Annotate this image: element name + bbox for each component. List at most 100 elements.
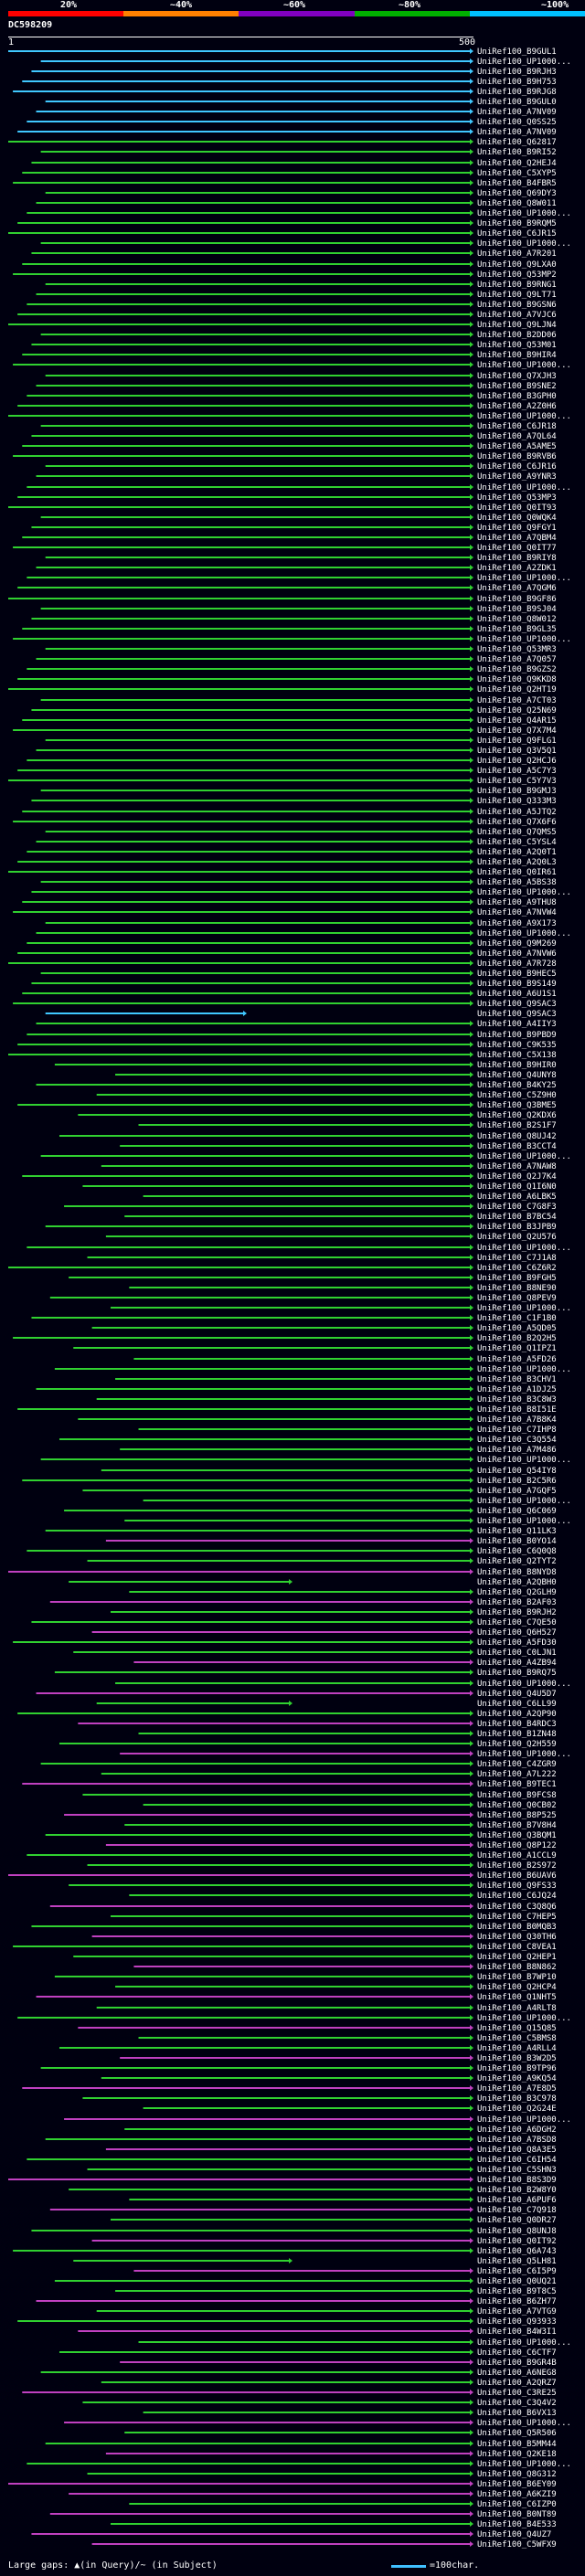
hit-label[interactable]: UniRef100_B8NYD8	[477, 1568, 557, 1577]
hit-label[interactable]: UniRef100_B8S3D9	[477, 2176, 557, 2185]
hit-label[interactable]: UniRef100_Q2HEP1	[477, 1953, 557, 1962]
hit-label[interactable]: UniRef100_A9KQ54	[477, 2074, 557, 2083]
hit-label[interactable]: UniRef100_Q7XJH3	[477, 372, 557, 381]
hit-label[interactable]: UniRef100_A2QP90	[477, 1710, 557, 1719]
hit-label[interactable]: UniRef100_A7VTG9	[477, 2307, 557, 2316]
hit-label[interactable]: UniRef100_C3Q4V2	[477, 2399, 557, 2408]
hit-label[interactable]: UniRef100_A5FD30	[477, 1638, 557, 1648]
hit-label[interactable]: UniRef100_Q2KDX6	[477, 1111, 557, 1120]
hit-label[interactable]: UniRef100_A5FD26	[477, 1355, 557, 1364]
hit-label[interactable]: UniRef100_B9GMJ3	[477, 787, 557, 796]
hit-label[interactable]: UniRef100_Q8UJ42	[477, 1132, 557, 1141]
hit-label[interactable]: UniRef100_Q0SS25	[477, 118, 557, 127]
hit-label[interactable]: UniRef100_C6I5P9	[477, 2267, 557, 2276]
hit-label[interactable]: UniRef100_A5BS38	[477, 878, 557, 887]
hit-label[interactable]: UniRef100_A7R728	[477, 959, 557, 969]
hit-label[interactable]: UniRef100_UP1000...	[477, 888, 571, 897]
hit-label[interactable]: UniRef100_A7CT03	[477, 696, 557, 705]
hit-label[interactable]: UniRef100_C8VEA1	[477, 1943, 557, 1952]
hit-label[interactable]: UniRef100_C6JR15	[477, 229, 557, 239]
hit-label[interactable]: UniRef100_C7Q918	[477, 2206, 557, 2215]
hit-label[interactable]: UniRef100_A6KZI9	[477, 2490, 557, 2499]
hit-label[interactable]: UniRef100_B2S972	[477, 1861, 557, 1871]
hit-label[interactable]: UniRef100_UP1000...	[477, 1244, 571, 1253]
hit-label[interactable]: UniRef100_UP1000...	[477, 483, 571, 493]
hit-label[interactable]: UniRef100_Q2HCP4	[477, 1983, 557, 1992]
hit-label[interactable]: UniRef100_B3GPH0	[477, 392, 557, 401]
hit-label[interactable]: UniRef100_A2Q0T1	[477, 848, 557, 857]
hit-label[interactable]: UniRef100_A7BSD8	[477, 2136, 557, 2145]
hit-label[interactable]: UniRef100_B9TP96	[477, 2064, 557, 2073]
hit-label[interactable]: UniRef100_C5X138	[477, 1051, 557, 1060]
hit-label[interactable]: UniRef100_B3CHV1	[477, 1375, 557, 1384]
hit-label[interactable]: UniRef100_Q2TYT2	[477, 1557, 557, 1566]
hit-label[interactable]: UniRef100_UP1000...	[477, 1365, 571, 1374]
hit-label[interactable]: UniRef100_B4W3I1	[477, 2327, 557, 2337]
hit-label[interactable]: UniRef100_UP1000...	[477, 635, 571, 644]
hit-label[interactable]: UniRef100_A5AME5	[477, 442, 557, 451]
hit-label[interactable]: UniRef100_A7M486	[477, 1446, 557, 1455]
hit-label[interactable]: UniRef100_C0LJN1	[477, 1648, 557, 1658]
hit-label[interactable]: UniRef100_Q0IR61	[477, 868, 557, 877]
hit-label[interactable]: UniRef100_Q25N69	[477, 706, 557, 716]
hit-label[interactable]: UniRef100_UP1000...	[477, 1750, 571, 1759]
hit-label[interactable]: UniRef100_B2DD06	[477, 331, 557, 340]
hit-label[interactable]: UniRef100_Q0IT93	[477, 504, 557, 513]
hit-label[interactable]: UniRef100_B9GF86	[477, 595, 557, 604]
hit-label[interactable]: UniRef100_Q8G312	[477, 2470, 557, 2479]
hit-label[interactable]: UniRef100_Q2HT19	[477, 685, 557, 694]
hit-label[interactable]: UniRef100_B3C8W3	[477, 1395, 557, 1405]
hit-label[interactable]: UniRef100_B7BC54	[477, 1213, 557, 1222]
hit-label[interactable]: UniRef100_UP1000...	[477, 2115, 571, 2125]
hit-label[interactable]: UniRef100_Q53MP2	[477, 270, 557, 280]
hit-label[interactable]: UniRef100_Q9SAC3	[477, 1000, 557, 1009]
hit-label[interactable]: UniRef100_Q2H559	[477, 1740, 557, 1749]
hit-label[interactable]: UniRef100_B2AF03	[477, 1598, 557, 1607]
hit-label[interactable]: UniRef100_Q0UQ21	[477, 2277, 557, 2286]
hit-label[interactable]: UniRef100_Q6A743	[477, 2247, 557, 2256]
hit-label[interactable]: UniRef100_B3CCT4	[477, 1142, 557, 1151]
hit-label[interactable]: UniRef100_B9TEC1	[477, 1780, 557, 1789]
hit-label[interactable]: UniRef100_UP1000...	[477, 209, 571, 218]
hit-label[interactable]: UniRef100_A1DJ25	[477, 1385, 557, 1394]
hit-label[interactable]: UniRef100_B1ZN48	[477, 1730, 557, 1739]
hit-label[interactable]: UniRef100_UP1000...	[477, 574, 571, 583]
hit-label[interactable]: UniRef100_B3JPB9	[477, 1223, 557, 1232]
hit-label[interactable]: UniRef100_Q9SAC3	[477, 1010, 557, 1019]
hit-label[interactable]: UniRef100_B2W8Y0	[477, 2186, 557, 2195]
hit-label[interactable]: UniRef100_C9K535	[477, 1041, 557, 1050]
hit-label[interactable]: UniRef100_B7WP10	[477, 1973, 557, 1982]
hit-label[interactable]: UniRef100_A5QD05	[477, 1324, 557, 1333]
hit-label[interactable]: UniRef100_Q2HEJ4	[477, 159, 557, 168]
hit-label[interactable]: UniRef100_Q15Q85	[477, 2024, 557, 2033]
hit-label[interactable]: UniRef100_B2C5R6	[477, 1477, 557, 1486]
hit-label[interactable]: UniRef100_C7HEP5	[477, 1913, 557, 1922]
hit-label[interactable]: UniRef100_B9SNE2	[477, 382, 557, 391]
hit-label[interactable]: UniRef100_C5Y7V3	[477, 777, 557, 786]
hit-label[interactable]: UniRef100_Q2GLH9	[477, 1588, 557, 1597]
hit-label[interactable]: UniRef100_B9S149	[477, 980, 557, 989]
hit-label[interactable]: UniRef100_C5Z9H0	[477, 1091, 557, 1100]
hit-label[interactable]: UniRef100_C7QE50	[477, 1618, 557, 1627]
hit-label[interactable]: UniRef100_C1F1B0	[477, 1314, 557, 1323]
hit-label[interactable]: UniRef100_B9SJ04	[477, 605, 557, 614]
hit-label[interactable]: UniRef100_B9FCS8	[477, 1791, 557, 1800]
hit-label[interactable]: UniRef100_Q53MP3	[477, 493, 557, 503]
hit-label[interactable]: UniRef100_C5XYP5	[477, 169, 557, 178]
hit-label[interactable]: UniRef100_A7L222	[477, 1770, 557, 1779]
hit-label[interactable]: UniRef100_C5SHN3	[477, 2166, 557, 2175]
hit-label[interactable]: UniRef100_A6U1S1	[477, 990, 557, 999]
hit-label[interactable]: UniRef100_A9YNR3	[477, 472, 557, 482]
hit-label[interactable]: UniRef100_A6NEG8	[477, 2369, 557, 2378]
hit-label[interactable]: UniRef100_A2Q0L3	[477, 858, 557, 867]
hit-label[interactable]: UniRef100_Q6C069	[477, 1507, 557, 1516]
hit-label[interactable]: UniRef100_B3C978	[477, 2094, 557, 2104]
hit-label[interactable]: UniRef100_Q0DR27	[477, 2216, 557, 2225]
hit-label[interactable]: UniRef100_C4ZGR9	[477, 1760, 557, 1769]
hit-label[interactable]: UniRef100_A7B8K4	[477, 1415, 557, 1425]
hit-label[interactable]: UniRef100_B9GL35	[477, 625, 557, 634]
hit-label[interactable]: UniRef100_Q1I6N0	[477, 1182, 557, 1192]
hit-label[interactable]: UniRef100_Q9KKD8	[477, 675, 557, 684]
hit-label[interactable]: UniRef100_B9GSN6	[477, 301, 557, 310]
hit-label[interactable]: UniRef100_B8I51E	[477, 1405, 557, 1415]
